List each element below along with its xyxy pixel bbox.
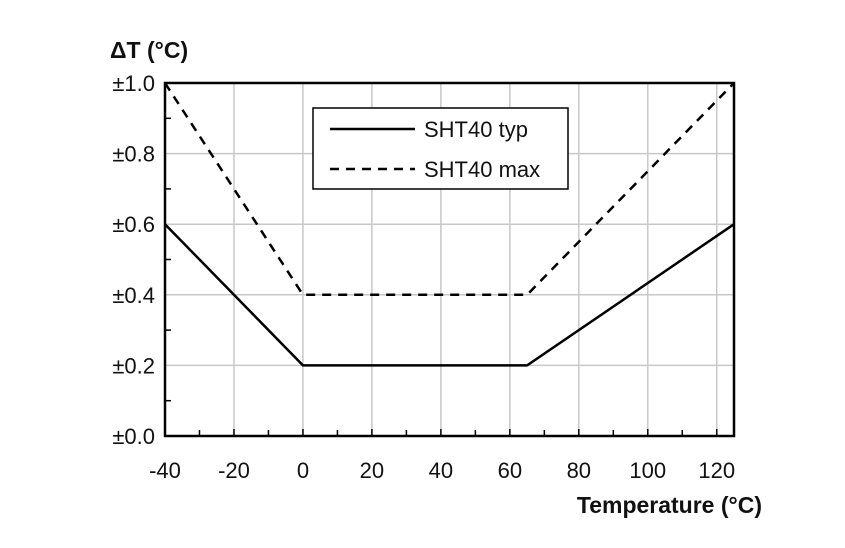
x-tick-label: -40 — [149, 458, 181, 483]
y-tick-label: ±1.0 — [112, 71, 155, 96]
x-axis-title: Temperature (°C) — [577, 492, 762, 518]
legend-label-max: SHT40 max — [424, 157, 540, 182]
x-tick-label: -20 — [218, 458, 250, 483]
y-tick-label: ±0.0 — [112, 424, 155, 449]
legend-label-typ: SHT40 typ — [424, 117, 528, 142]
plot-frame — [163, 81, 736, 438]
y-tick-label: ±0.4 — [112, 283, 155, 308]
x-tick-labels: -40 -20 0 20 40 60 80 100 120 — [149, 458, 735, 483]
legend: SHT40 typ SHT40 max — [312, 107, 569, 190]
series-lines — [163, 82, 735, 367]
x-tick-label: 100 — [629, 458, 666, 483]
x-tick-label: 40 — [429, 458, 453, 483]
x-tick-label: 20 — [360, 458, 384, 483]
x-tick-label: 0 — [297, 458, 309, 483]
x-tick-label: 60 — [498, 458, 522, 483]
y-tick-label: ±0.2 — [112, 353, 155, 378]
y-axis-title: ΔT (°C) — [110, 37, 188, 63]
y-tick-label: ±0.6 — [112, 212, 155, 237]
y-tick-label: ±0.8 — [112, 142, 155, 167]
x-tick-label: 80 — [567, 458, 591, 483]
series-line-sht40-max — [163, 82, 735, 297]
y-tick-labels: ±0.0 ±0.2 ±0.4 ±0.6 ±0.8 ±1.0 — [112, 71, 155, 449]
x-tick-label: 120 — [698, 458, 735, 483]
legend-box — [312, 107, 569, 190]
series-line-sht40-typ — [164, 223, 735, 367]
